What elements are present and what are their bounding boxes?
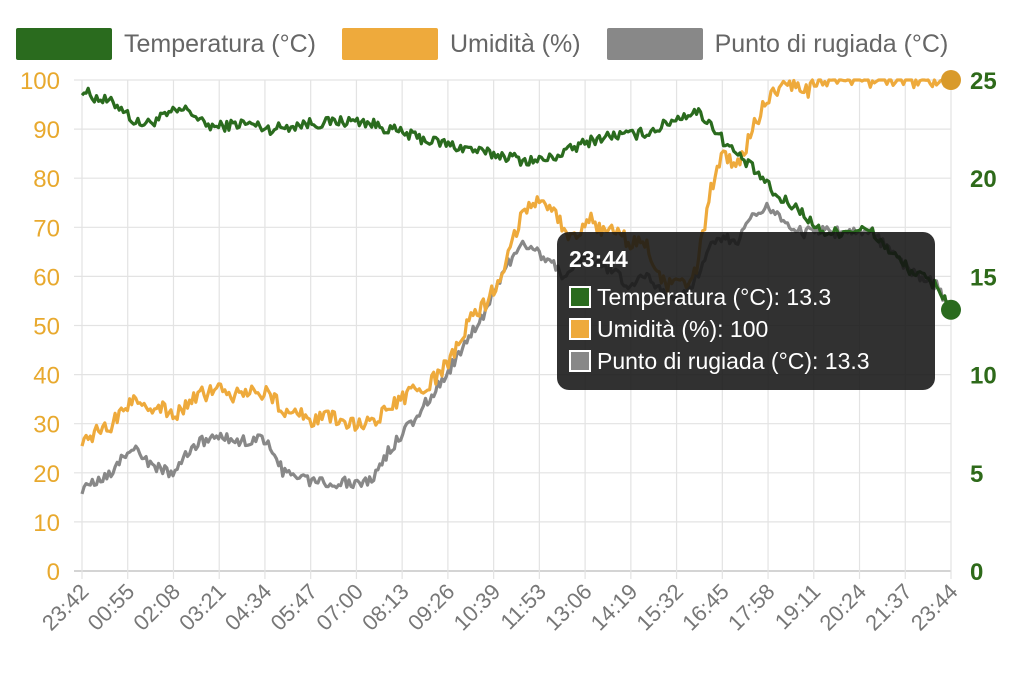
series-line-temperatura xyxy=(80,86,953,311)
y-left-tick-label: 20 xyxy=(33,461,60,488)
y-right-tick-label: 0 xyxy=(970,559,983,586)
tooltip-text-temperatura: Temperatura (°C): 13.3 xyxy=(597,283,832,310)
x-tick-label: 13:06 xyxy=(540,579,597,636)
y-right-tick-label: 25 xyxy=(970,68,997,95)
tooltip-text-rugiada: Punto di rugiada (°C): 13.3 xyxy=(597,347,870,374)
tooltip-row-temperatura: Temperatura (°C): 13.3 xyxy=(569,281,923,313)
x-tick-label: 03:21 xyxy=(174,579,231,636)
legend-swatch-temperatura xyxy=(16,28,112,60)
y-left-tick-label: 30 xyxy=(33,412,60,439)
legend-item-temperatura[interactable]: Temperatura (°C) xyxy=(16,28,316,60)
tooltip-text-umidita: Umidità (%): 100 xyxy=(597,315,769,342)
y-right-tick-label: 20 xyxy=(970,166,997,193)
y-left-tick-label: 10 xyxy=(33,510,60,537)
y-left-tick-label: 100 xyxy=(20,68,60,95)
tooltip-row-rugiada: Punto di rugiada (°C): 13.3 xyxy=(569,345,923,377)
y-left-tick-label: 0 xyxy=(47,559,60,586)
y-left-tick-label: 40 xyxy=(33,363,60,390)
x-tick-label: 04:34 xyxy=(220,579,277,636)
y-right-tick-label: 15 xyxy=(970,264,997,291)
tooltip-swatch-temperatura xyxy=(569,286,591,308)
tooltip-swatch-rugiada xyxy=(569,350,591,372)
chart-legend: Temperatura (°C) Umidità (%) Punto di ru… xyxy=(16,22,974,66)
y-left-tick-label: 50 xyxy=(33,314,60,341)
legend-item-umidita[interactable]: Umidità (%) xyxy=(342,28,581,60)
legend-swatch-umidita xyxy=(342,28,438,60)
y-right-tick-label: 5 xyxy=(970,461,983,488)
tooltip-row-umidita: Umidità (%): 100 xyxy=(569,313,923,345)
x-tick-label: 23:44 xyxy=(906,579,963,636)
x-tick-label: 15:32 xyxy=(632,579,689,636)
legend-label-umidita: Umidità (%) xyxy=(450,29,581,58)
x-tick-label: 07:00 xyxy=(311,579,368,636)
chart-series xyxy=(80,78,953,495)
x-tick-label: 00:55 xyxy=(83,579,140,636)
legend-label-rugiada: Punto di rugiada (°C) xyxy=(714,29,949,58)
chart-tooltip: 23:44 Temperatura (°C): 13.3 Umidità (%)… xyxy=(557,232,935,390)
x-tick-label: 08:13 xyxy=(357,579,414,636)
series-line-umidita xyxy=(80,78,952,447)
x-tick-label: 05:47 xyxy=(266,579,323,636)
y-left-tick-label: 90 xyxy=(33,117,60,144)
x-tick-label: 17:58 xyxy=(723,579,780,636)
y-left-tick-label: 80 xyxy=(33,166,60,193)
tooltip-swatch-umidita xyxy=(569,318,591,340)
x-tick-label: 19:11 xyxy=(770,579,825,634)
legend-swatch-rugiada xyxy=(606,28,703,60)
x-tick-label: 09:26 xyxy=(403,579,460,636)
y-left-tick-label: 60 xyxy=(33,264,60,291)
x-tick-label: 23:42 xyxy=(37,579,94,636)
end-point-umidita xyxy=(941,70,961,90)
x-tick-label: 10:39 xyxy=(449,579,506,636)
legend-label-temperatura: Temperatura (°C) xyxy=(124,29,316,58)
y-right-tick-label: 10 xyxy=(970,363,997,390)
end-point-temperatura xyxy=(941,299,961,320)
x-tick-label: 11:53 xyxy=(495,579,550,634)
x-tick-label: 20:24 xyxy=(814,579,871,636)
x-tick-label: 02:08 xyxy=(128,579,185,636)
y-left-tick-label: 70 xyxy=(33,215,60,242)
legend-item-rugiada[interactable]: Punto di rugiada (°C) xyxy=(606,28,949,60)
x-tick-label: 14:19 xyxy=(586,579,643,636)
x-tick-label: 16:45 xyxy=(677,579,734,636)
tooltip-title: 23:44 xyxy=(569,246,628,272)
series-line-rugiada xyxy=(80,201,952,495)
x-tick-label: 21:37 xyxy=(860,579,917,636)
chart-end-points xyxy=(941,70,961,320)
